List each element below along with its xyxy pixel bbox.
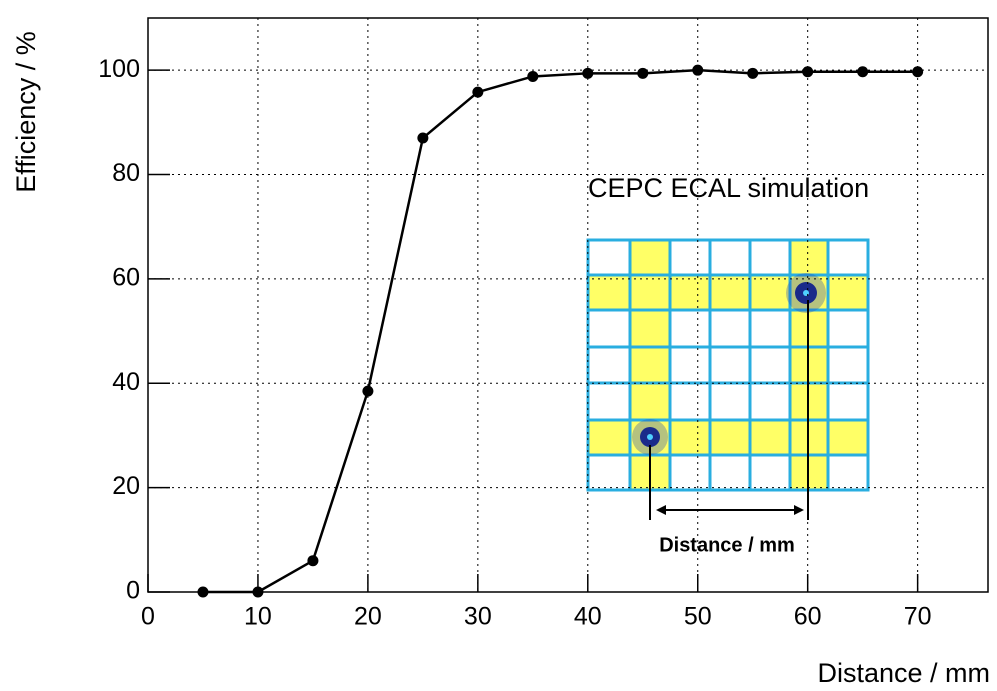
data-point [527, 70, 539, 82]
inset-cell [748, 308, 792, 349]
y-tick-label: 20 [112, 472, 140, 500]
x-tick-label: 0 [141, 603, 155, 631]
x-tick-label: 40 [574, 603, 602, 631]
inset-cell [826, 345, 870, 385]
y-tick-label: 100 [98, 55, 140, 83]
inset-cell [708, 381, 752, 422]
inset-cell [708, 238, 752, 277]
data-point [417, 132, 429, 144]
y-tick-label: 80 [112, 159, 140, 187]
inset-cell [826, 308, 870, 349]
inset-cell [708, 453, 752, 492]
x-tick-label: 20 [354, 603, 382, 631]
inset-cell [668, 345, 712, 385]
inset-diagram [586, 238, 870, 520]
y-axis-title: Efficiency / % [11, 31, 41, 193]
inset-cell [586, 453, 632, 492]
data-point [472, 86, 484, 98]
inset-cell [586, 308, 632, 349]
data-point [747, 67, 759, 79]
inset-cell [668, 308, 712, 349]
inset-label: Distance / mm [659, 534, 795, 556]
inset-cell [826, 453, 870, 492]
inset-cell [586, 381, 632, 422]
data-point [692, 64, 704, 76]
data-point [252, 586, 264, 598]
inset-cell [826, 381, 870, 422]
inset-cell [586, 238, 632, 277]
inset-cell [826, 238, 870, 277]
data-point [857, 66, 869, 78]
data-line [202, 68, 918, 594]
inset-cell [748, 381, 792, 422]
inset-cell [668, 238, 712, 277]
data-point [307, 555, 319, 567]
y-tick-label: 40 [112, 368, 140, 396]
x-tick-label: 50 [684, 603, 712, 631]
data-point [637, 67, 649, 79]
x-tick-label: 30 [464, 603, 492, 631]
inset-cell [748, 453, 792, 492]
inset-cell [708, 308, 752, 349]
data-point [802, 66, 814, 78]
plot-frame [147, 17, 989, 593]
inset-cell [668, 453, 712, 492]
inset-title: CEPC ECAL simulation [588, 173, 869, 203]
inset-cell [748, 345, 792, 385]
data-point [912, 66, 924, 78]
x-tick-label: 10 [244, 603, 272, 631]
y-tick-label: 60 [112, 264, 140, 292]
x-axis-title: Distance / mm [817, 658, 990, 688]
x-tick-label: 70 [904, 603, 932, 631]
data-point [197, 586, 209, 598]
inset-cell [586, 345, 632, 385]
inset-cell [748, 238, 792, 277]
inset-cell [668, 381, 712, 422]
x-tick-label: 60 [794, 603, 822, 631]
data-point [582, 67, 594, 79]
data-point [362, 385, 374, 397]
inset-cell [708, 345, 752, 385]
y-tick-label: 0 [126, 577, 140, 605]
